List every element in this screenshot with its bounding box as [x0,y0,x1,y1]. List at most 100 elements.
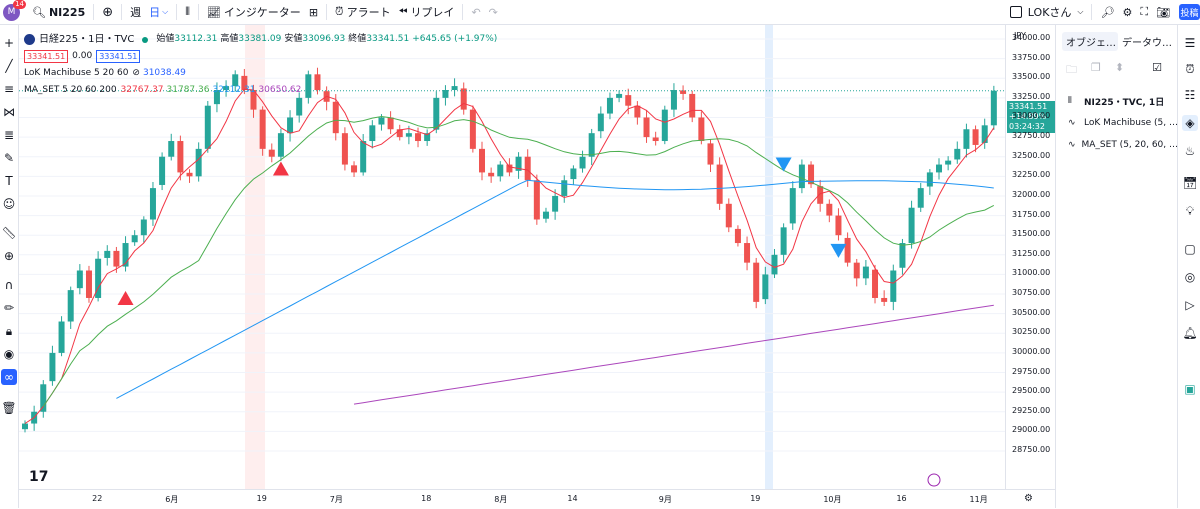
indicators-button[interactable]: 📈︎ インジケーター [206,5,301,20]
candle-body [296,97,303,116]
symbol-search[interactable]: 🔍︎ NI225 [32,5,86,19]
buy-signal-marker [117,290,134,305]
folder-icon[interactable]: 🗀︎ [1066,63,1077,76]
candles-icon: ⫴ [185,5,190,18]
emoji-icon[interactable]: ☺ [2,197,16,211]
crosshair-icon[interactable]: + [3,36,15,50]
link-icon[interactable]: ∞ [1,369,17,385]
checklist-icon[interactable]: ☑ [1152,61,1162,74]
time-axis[interactable]: ⚙︎ 226月197月188月149月1910月1611月20 [19,489,1071,509]
alarm-clock-icon[interactable]: ⏰︎ [1185,61,1195,76]
settings-button[interactable]: ⚙︎ [1118,0,1136,24]
chart-type-button[interactable]: ⫴ [181,0,194,24]
trash-icon[interactable]: 🗑︎ [1,401,17,415]
post-button[interactable]: 投稿 [1179,4,1200,20]
undo-icon: ↶ [471,5,481,19]
fib-icon[interactable]: ≣ [3,128,15,142]
checkbox-icon [1009,6,1022,18]
buy-signal-marker [272,161,289,176]
settings-gear-icon[interactable]: ⚙︎ [1024,493,1033,504]
sell-price-box[interactable]: 33341.51 [24,50,69,63]
layers-icon[interactable]: ⬍ [1114,61,1125,74]
candle-body [744,243,751,263]
redo-button[interactable]: ↷ [485,0,502,24]
legend-indicator-1[interactable]: LoK Machibuse 5 20 60 ⊘ 31038.49 [24,65,500,82]
candle-body [424,133,431,142]
legend-title: 日経225・1日・TVC [39,34,135,45]
interval-day[interactable]: 日 ⌵ [149,6,169,19]
buy-price-box[interactable]: 33341.51 [96,50,141,63]
replay-button[interactable]: ⏪︎ リプレイ [398,5,455,19]
candle-body [351,165,358,173]
candle-body [287,117,294,134]
copy-icon[interactable]: ❐ [1091,61,1101,74]
candle-body [515,156,522,171]
ma200-line [353,304,994,405]
interval-week[interactable]: 週 [130,6,142,19]
candle-body [369,125,376,142]
undo-button[interactable]: ↶ [467,0,484,24]
candle-body [76,270,83,289]
candle-body [195,148,202,177]
horizontal-lines-icon[interactable]: ≡ [3,82,15,96]
tree-item-indicator-2[interactable]: ∿ MA_SET (5, 20, 60, … [1068,140,1178,150]
watchlist-icon[interactable]: ☰ [1184,36,1196,50]
alert-button[interactable]: ⏰︎ アラート [335,5,391,19]
notifications-icon[interactable]: 🔔︎ [1182,326,1198,340]
user-avatar[interactable]: M 14 [3,0,26,21]
legend-open: 33112.31 [174,34,218,44]
text-icon[interactable]: T [5,174,13,188]
price-tick-label: 33750.00 [1012,52,1051,62]
chat-icon[interactable]: ▢ [1184,242,1196,256]
lock-icon[interactable]: 🔒︎ [5,323,13,338]
ideas-icon[interactable]: 💡︎ [1185,203,1195,218]
ruler-icon[interactable]: 📏︎ [1,226,17,240]
quick-search-button[interactable]: 🔎︎ [1096,0,1118,24]
tree-item-indicator-1[interactable]: ∿ LoK Machibuse (5, … [1068,118,1178,128]
trendline-icon[interactable]: ╱ [5,59,13,73]
candle-body [689,93,696,118]
help-icon[interactable]: ▣ [1184,382,1196,396]
price-chart[interactable]: 𝟭𝟳 [19,25,1005,489]
price-axis[interactable]: JPY 33341.51 +14.89% 03:24:32 34000.00 33… [1005,25,1058,489]
fullscreen-button[interactable]: ⛶ [1136,0,1152,24]
legend-indicator-2[interactable]: MA_SET 5 20 60 200 32767.37 31787.36 321… [24,85,302,95]
pitchfork-icon[interactable]: ⋈ [3,105,15,119]
candle-body [954,148,961,160]
candle-body [223,86,230,91]
candle-body [780,227,787,255]
candle-body [533,180,540,220]
last-price-tag: 33341.51 +14.89% 03:24:32 [1007,101,1058,133]
layout-name[interactable]: LOKさん ⌵ [1006,0,1088,24]
stay-drawing-icon[interactable]: ✏ [3,301,15,315]
legend-main-row: 日経225・1日・TVC 始値 33112.31 高値 33381.09 安値 330… [24,31,500,48]
candle-body [936,164,942,173]
tab-objects[interactable]: オブジェ… [1062,31,1118,51]
ma5-line [24,88,995,424]
object-list-icon[interactable]: ☷ [1184,88,1196,102]
candle-body [259,109,266,149]
tree-item-symbol[interactable]: ⫴ NI225・TVC, 1日 [1068,96,1165,108]
price-tick-label: 33000.00 [1012,111,1051,121]
candle-body [95,258,102,298]
chevron-down-icon: ⌵ [1077,7,1084,16]
zoom-in-icon[interactable]: ⊕ [3,249,15,263]
streams-icon[interactable]: ◎ [1184,270,1196,284]
object-tree-icon[interactable]: ◈ [1182,115,1198,131]
eye-icon[interactable]: ◉ [3,347,15,361]
legend-high: 33381.09 [238,34,282,44]
brush-icon[interactable]: ✎ [3,151,15,165]
snapshot-button[interactable]: 📷︎ [1152,0,1174,24]
price-tick-label: 33250.00 [1012,91,1051,101]
compare-button[interactable]: ⊕ [98,0,117,24]
magnet-icon[interactable]: ∩ [4,278,14,292]
layouts-button[interactable]: ⊞ [305,0,322,24]
tab-data-window[interactable]: データウ… [1122,37,1172,49]
calendar-icon[interactable]: 📅︎ [1182,176,1198,190]
currency-label: JPY [1014,31,1026,40]
hotlist-icon[interactable]: ♨︎ [1184,144,1196,158]
price-tick-label: 30500.00 [1012,307,1051,317]
candle-body [186,172,193,177]
candle-body [570,168,577,180]
broadcast-icon[interactable]: ▷ [1185,298,1195,312]
